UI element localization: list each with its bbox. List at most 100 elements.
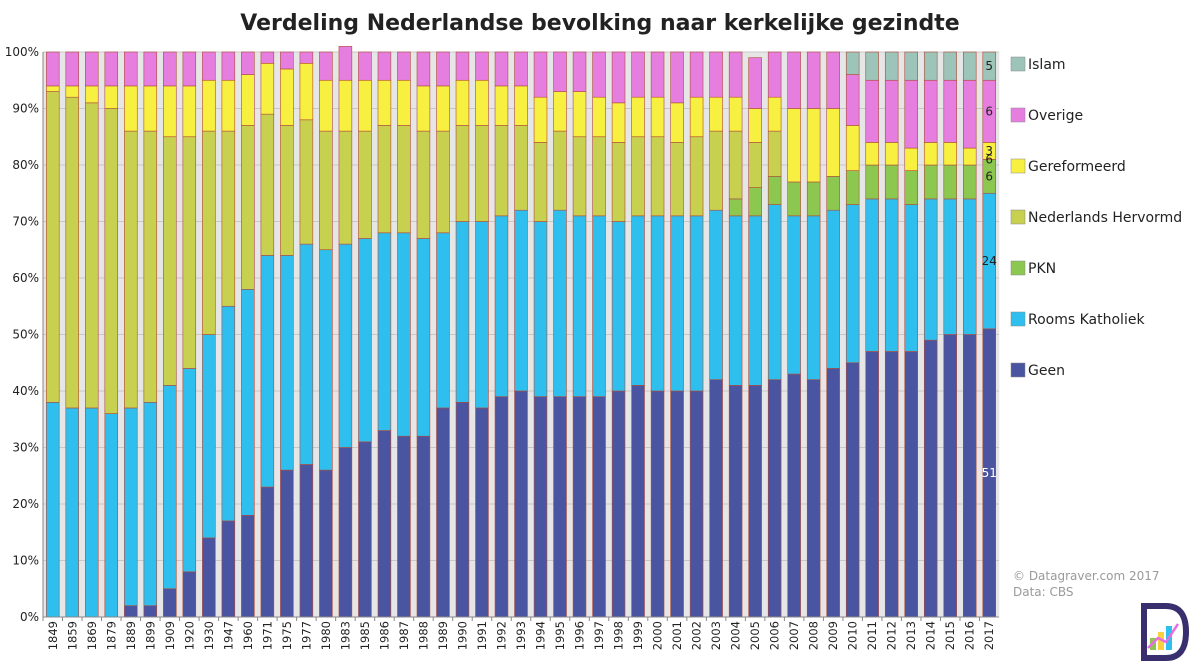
bar-1977-overige (299, 51, 314, 64)
bar-1990-gereformeerd (455, 79, 470, 126)
bar-1990-rooms-katholiek (455, 221, 470, 403)
bar-2005-gereformeerd (748, 108, 762, 143)
bar-1869-overige (85, 51, 99, 87)
bar-1992-nederlands-hervormd (494, 125, 509, 217)
x-tick-label-1992: 1992 (494, 621, 508, 650)
x-tick-label-1889: 1889 (124, 621, 138, 650)
x-tick-label-2015: 2015 (943, 621, 957, 650)
legend-swatch-islam (1010, 56, 1026, 72)
bar-1869-nederlands-hervormd (85, 102, 99, 409)
bar-1997-overige (592, 51, 606, 98)
bar-1947-geen (221, 520, 236, 618)
bar-1989-gereformeerd (436, 85, 450, 132)
bar-2009-gereformeerd (826, 108, 840, 177)
bar-2000-geen (650, 390, 665, 618)
bar-1971-overige (260, 51, 275, 64)
bar-2015-rooms-katholiek (943, 198, 957, 335)
credit-line-2: Data: CBS (1013, 585, 1074, 599)
x-tick-label-1849: 1849 (46, 621, 60, 650)
data-label-nederlands-hervormd: 6 (985, 152, 993, 166)
bar-1879-nederlands-hervormd (104, 108, 119, 414)
bar-1930-overige (202, 51, 216, 81)
bar-1993-nederlands-hervormd (514, 125, 528, 211)
legend-swatch-gereformeerd (1010, 158, 1026, 174)
bar-2012-rooms-katholiek (884, 198, 899, 352)
bar-1999-overige (631, 51, 645, 98)
bar-2016-gereformeerd (962, 147, 977, 166)
bar-2006-geen (767, 379, 782, 618)
bar-1980-rooms-katholiek (319, 249, 333, 471)
bar-2011-pkn (865, 164, 879, 200)
bar-1930-rooms-katholiek (202, 334, 216, 539)
bar-1947-gereformeerd (221, 79, 236, 132)
bar-2012-pkn (884, 164, 899, 200)
y-tick-label: 90% (12, 102, 39, 116)
x-tick-label-1879: 1879 (104, 621, 118, 650)
data-label-overige: 6 (985, 104, 993, 118)
x-tick-label-2010: 2010 (846, 621, 860, 650)
bar-2002-nederlands-hervormd (689, 136, 704, 217)
x-tick-label-1996: 1996 (573, 621, 587, 650)
bar-1994-gereformeerd (533, 96, 548, 143)
bar-2002-gereformeerd (689, 96, 704, 138)
bar-1930-nederlands-hervormd (202, 130, 216, 335)
bar-2015-islam (943, 51, 957, 81)
bar-2004-pkn (728, 198, 743, 217)
bar-1988-geen (416, 435, 431, 618)
y-tick-label: 10% (12, 554, 39, 568)
bar-1977-gereformeerd (299, 62, 314, 121)
bar-2008-geen (806, 379, 821, 618)
bar-2004-geen (728, 385, 743, 618)
bar-1889-geen (124, 605, 138, 618)
bar-2010-pkn (845, 170, 860, 205)
x-tick-label-2012: 2012 (885, 621, 899, 650)
bar-1989-overige (436, 51, 450, 87)
bar-2006-rooms-katholiek (767, 204, 782, 380)
bar-1992-geen (494, 396, 509, 618)
bar-1999-geen (631, 385, 645, 618)
x-tick-label-1999: 1999 (631, 621, 645, 650)
bar-1899-overige (143, 51, 158, 87)
bar-2001-gereformeerd (670, 102, 684, 143)
bar-2006-gereformeerd (767, 96, 782, 132)
bar-1990-geen (455, 401, 470, 618)
bar-1995-rooms-katholiek (553, 209, 567, 397)
bar-1983-nederlands-hervormd (338, 130, 353, 245)
data-label-islam: 5 (985, 59, 993, 73)
legend-label-gereformeerd: Gereformeerd (1028, 159, 1126, 175)
x-tick-label-2004: 2004 (729, 621, 743, 650)
x-tick-label-1986: 1986 (377, 621, 391, 650)
bar-1983-gereformeerd (338, 79, 353, 132)
bar-1993-overige (514, 51, 528, 87)
bar-1947-rooms-katholiek (221, 305, 236, 522)
bar-1999-rooms-katholiek (631, 215, 645, 386)
bar-1975-nederlands-hervormd (280, 125, 294, 256)
y-tick-label: 100% (5, 45, 39, 59)
x-tick-label-2000: 2000 (651, 621, 665, 650)
x-tick-label-1920: 1920 (182, 621, 196, 650)
legend-swatch-geen (1010, 362, 1026, 378)
bar-1990-overige (455, 51, 470, 81)
bar-2017-islam (982, 51, 996, 81)
bar-2014-pkn (923, 164, 938, 200)
bar-2008-gereformeerd (806, 108, 821, 183)
bar-1859-gereformeerd (65, 85, 80, 98)
bar-2013-rooms-katholiek (904, 204, 918, 352)
bar-2009-overige (826, 51, 840, 109)
bar-2002-rooms-katholiek (689, 215, 704, 392)
bar-1889-gereformeerd (124, 85, 138, 132)
x-tick-label-2017: 2017 (982, 621, 996, 650)
bar-2003-geen (709, 379, 723, 618)
bar-1993-geen (514, 390, 528, 618)
bar-1996-rooms-katholiek (572, 215, 587, 397)
y-tick-label: 50% (12, 328, 39, 342)
bar-1996-nederlands-hervormd (572, 136, 587, 217)
bar-1930-gereformeerd (202, 79, 216, 132)
bar-1995-overige (553, 51, 567, 92)
bar-1975-gereformeerd (280, 68, 294, 126)
bar-1920-geen (182, 571, 197, 618)
bar-1998-overige (611, 51, 626, 104)
bar-2009-geen (826, 368, 840, 618)
y-tick-label: 40% (12, 384, 39, 398)
legend-label-pkn: PKN (1028, 261, 1056, 277)
